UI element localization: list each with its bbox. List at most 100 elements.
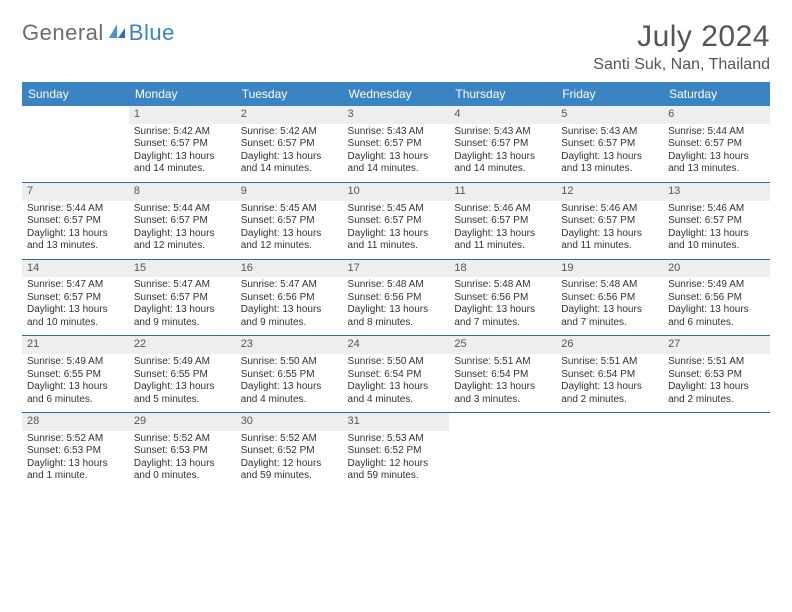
calendar-cell: 13Sunrise: 5:46 AMSunset: 6:57 PMDayligh… [663, 182, 770, 259]
cell-line-daylight2: and 12 minutes. [134, 240, 231, 253]
cell-line-sunset: Sunset: 6:57 PM [454, 215, 551, 228]
day-number: 2 [236, 106, 343, 124]
cell-line-sunset: Sunset: 6:57 PM [561, 215, 658, 228]
day-number: 12 [556, 183, 663, 201]
cell-line-daylight1: Daylight: 13 hours [348, 381, 445, 394]
cell-line-daylight1: Daylight: 13 hours [454, 304, 551, 317]
cell-line-daylight1: Daylight: 13 hours [454, 151, 551, 164]
cell-line-sunrise: Sunrise: 5:47 AM [241, 279, 338, 292]
cell-line-sunrise: Sunrise: 5:45 AM [348, 203, 445, 216]
calendar-week-row: 21Sunrise: 5:49 AMSunset: 6:55 PMDayligh… [22, 336, 770, 413]
cell-content: Sunrise: 5:50 AMSunset: 6:55 PMDaylight:… [236, 354, 343, 406]
calendar-cell: 22Sunrise: 5:49 AMSunset: 6:55 PMDayligh… [129, 336, 236, 413]
cell-line-daylight1: Daylight: 13 hours [241, 151, 338, 164]
cell-line-sunset: Sunset: 6:56 PM [561, 292, 658, 305]
day-number: 3 [343, 106, 450, 124]
cell-line-sunset: Sunset: 6:57 PM [454, 138, 551, 151]
cell-line-daylight1: Daylight: 13 hours [561, 151, 658, 164]
calendar-cell: 15Sunrise: 5:47 AMSunset: 6:57 PMDayligh… [129, 259, 236, 336]
cell-line-sunset: Sunset: 6:57 PM [348, 215, 445, 228]
cell-line-daylight1: Daylight: 13 hours [348, 228, 445, 241]
cell-line-daylight2: and 14 minutes. [454, 163, 551, 176]
cell-line-sunset: Sunset: 6:52 PM [348, 445, 445, 458]
cell-content: Sunrise: 5:52 AMSunset: 6:53 PMDaylight:… [129, 431, 236, 483]
cell-line-sunset: Sunset: 6:52 PM [241, 445, 338, 458]
cell-line-daylight1: Daylight: 13 hours [27, 381, 124, 394]
calendar-cell: 10Sunrise: 5:45 AMSunset: 6:57 PMDayligh… [343, 182, 450, 259]
cell-line-daylight1: Daylight: 13 hours [134, 304, 231, 317]
cell-line-sunset: Sunset: 6:54 PM [348, 369, 445, 382]
calendar-cell: 1Sunrise: 5:42 AMSunset: 6:57 PMDaylight… [129, 106, 236, 182]
cell-content: Sunrise: 5:46 AMSunset: 6:57 PMDaylight:… [449, 201, 556, 253]
calendar-cell: 29Sunrise: 5:52 AMSunset: 6:53 PMDayligh… [129, 413, 236, 489]
calendar-table: SundayMondayTuesdayWednesdayThursdayFrid… [22, 82, 770, 489]
cell-line-sunrise: Sunrise: 5:46 AM [454, 203, 551, 216]
cell-line-daylight1: Daylight: 13 hours [561, 381, 658, 394]
calendar-cell: 20Sunrise: 5:49 AMSunset: 6:56 PMDayligh… [663, 259, 770, 336]
calendar-cell: 7Sunrise: 5:44 AMSunset: 6:57 PMDaylight… [22, 182, 129, 259]
cell-line-sunrise: Sunrise: 5:52 AM [27, 433, 124, 446]
day-number: 27 [663, 336, 770, 354]
cell-line-sunrise: Sunrise: 5:45 AM [241, 203, 338, 216]
cell-line-daylight2: and 3 minutes. [454, 394, 551, 407]
page-title-location: Santi Suk, Nan, Thailand [593, 56, 770, 74]
cell-line-daylight1: Daylight: 13 hours [27, 304, 124, 317]
cell-line-daylight2: and 13 minutes. [561, 163, 658, 176]
cell-line-daylight1: Daylight: 13 hours [134, 151, 231, 164]
day-number: 21 [22, 336, 129, 354]
cell-line-daylight1: Daylight: 13 hours [668, 304, 765, 317]
brand-sail-icon [104, 20, 129, 46]
cell-line-daylight2: and 0 minutes. [134, 470, 231, 483]
cell-line-sunrise: Sunrise: 5:49 AM [668, 279, 765, 292]
cell-line-daylight1: Daylight: 13 hours [27, 228, 124, 241]
cell-content: Sunrise: 5:44 AMSunset: 6:57 PMDaylight:… [663, 124, 770, 176]
cell-line-sunrise: Sunrise: 5:48 AM [348, 279, 445, 292]
cell-content: Sunrise: 5:48 AMSunset: 6:56 PMDaylight:… [556, 277, 663, 329]
cell-content: Sunrise: 5:51 AMSunset: 6:54 PMDaylight:… [449, 354, 556, 406]
day-number: 28 [22, 413, 129, 431]
cell-line-daylight2: and 2 minutes. [561, 394, 658, 407]
day-number: 24 [343, 336, 450, 354]
calendar-cell: 23Sunrise: 5:50 AMSunset: 6:55 PMDayligh… [236, 336, 343, 413]
calendar-cell: 31Sunrise: 5:53 AMSunset: 6:52 PMDayligh… [343, 413, 450, 489]
cell-line-sunrise: Sunrise: 5:51 AM [561, 356, 658, 369]
cell-content: Sunrise: 5:46 AMSunset: 6:57 PMDaylight:… [556, 201, 663, 253]
cell-line-sunset: Sunset: 6:57 PM [134, 292, 231, 305]
day-number: 1 [129, 106, 236, 124]
cell-line-daylight1: Daylight: 13 hours [241, 304, 338, 317]
cell-line-daylight1: Daylight: 13 hours [454, 228, 551, 241]
title-block: July 2024 Santi Suk, Nan, Thailand [593, 20, 770, 74]
cell-content: Sunrise: 5:49 AMSunset: 6:55 PMDaylight:… [22, 354, 129, 406]
calendar-cell: 21Sunrise: 5:49 AMSunset: 6:55 PMDayligh… [22, 336, 129, 413]
calendar-cell: 6Sunrise: 5:44 AMSunset: 6:57 PMDaylight… [663, 106, 770, 182]
cell-line-daylight1: Daylight: 13 hours [561, 304, 658, 317]
cell-line-sunrise: Sunrise: 5:44 AM [668, 126, 765, 139]
calendar-cell: 16Sunrise: 5:47 AMSunset: 6:56 PMDayligh… [236, 259, 343, 336]
day-number: 6 [663, 106, 770, 124]
cell-content: Sunrise: 5:47 AMSunset: 6:57 PMDaylight:… [129, 277, 236, 329]
day-number: 8 [129, 183, 236, 201]
cell-line-sunrise: Sunrise: 5:44 AM [27, 203, 124, 216]
calendar-cell: 4Sunrise: 5:43 AMSunset: 6:57 PMDaylight… [449, 106, 556, 182]
cell-content: Sunrise: 5:49 AMSunset: 6:55 PMDaylight:… [129, 354, 236, 406]
cell-line-daylight2: and 1 minute. [27, 470, 124, 483]
calendar-cell: 9Sunrise: 5:45 AMSunset: 6:57 PMDaylight… [236, 182, 343, 259]
cell-content: Sunrise: 5:43 AMSunset: 6:57 PMDaylight:… [556, 124, 663, 176]
cell-content: Sunrise: 5:42 AMSunset: 6:57 PMDaylight:… [129, 124, 236, 176]
cell-line-daylight1: Daylight: 13 hours [134, 228, 231, 241]
calendar-cell: 17Sunrise: 5:48 AMSunset: 6:56 PMDayligh… [343, 259, 450, 336]
cell-line-daylight2: and 14 minutes. [348, 163, 445, 176]
weekday-header: Sunday [22, 82, 129, 106]
weekday-header: Monday [129, 82, 236, 106]
day-number: 19 [556, 260, 663, 278]
cell-content: Sunrise: 5:52 AMSunset: 6:52 PMDaylight:… [236, 431, 343, 483]
day-number: 23 [236, 336, 343, 354]
cell-line-sunset: Sunset: 6:53 PM [134, 445, 231, 458]
day-number: 13 [663, 183, 770, 201]
calendar-cell: 19Sunrise: 5:48 AMSunset: 6:56 PMDayligh… [556, 259, 663, 336]
cell-line-daylight2: and 7 minutes. [454, 317, 551, 330]
cell-content: Sunrise: 5:44 AMSunset: 6:57 PMDaylight:… [129, 201, 236, 253]
brand-text-1: General [22, 20, 104, 46]
cell-line-daylight2: and 11 minutes. [561, 240, 658, 253]
cell-line-sunset: Sunset: 6:56 PM [348, 292, 445, 305]
